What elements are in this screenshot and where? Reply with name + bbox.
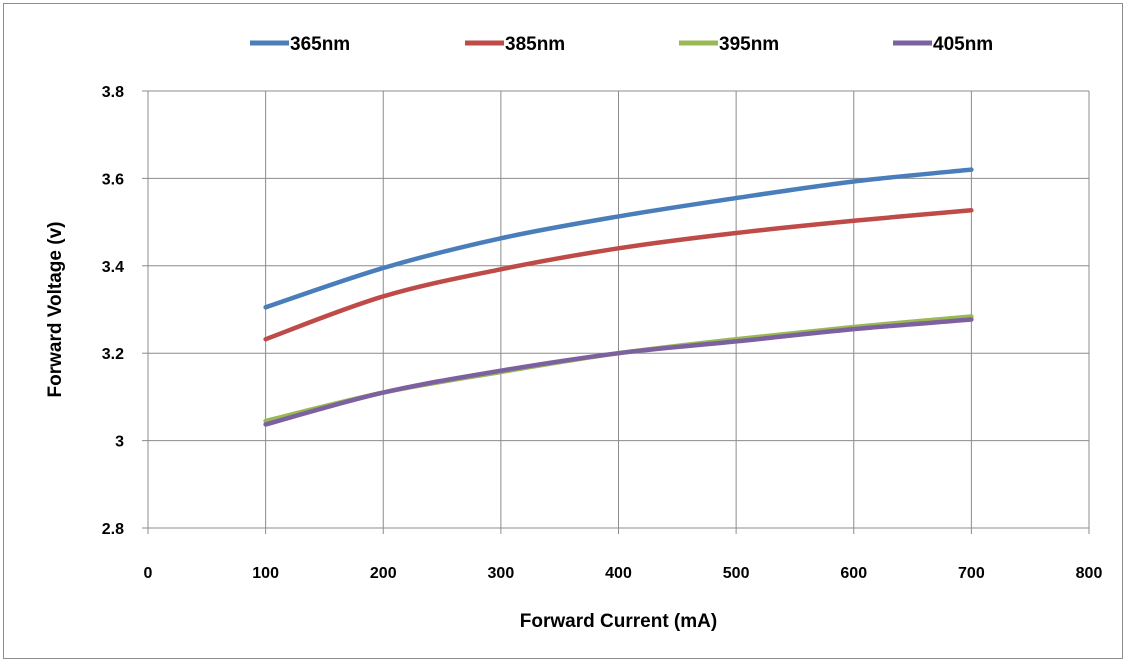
- x-tick-label: 300: [488, 565, 515, 582]
- series-line-405nm: [263, 317, 974, 427]
- y-tick-label: 3.4: [102, 259, 124, 276]
- y-tick-label: 3.8: [102, 84, 124, 101]
- x-tick-label: 400: [605, 565, 632, 582]
- grid-lines: [148, 90, 1090, 528]
- y-tick-label: 2.8: [102, 521, 124, 538]
- series-line-385nm: [263, 208, 974, 342]
- x-tick-label: 500: [723, 565, 750, 582]
- x-tick-label: 200: [370, 565, 397, 582]
- legend: 365nm 385nm 395nm 405nm: [250, 34, 993, 55]
- y-tick-labels: 2.8 3 3.2 3.4 3.6 3.8: [102, 84, 124, 538]
- legend-label-395nm: 395nm: [719, 34, 779, 55]
- x-tick-label: 600: [840, 565, 867, 582]
- legend-label-365nm: 365nm: [290, 34, 350, 55]
- x-tick-label: 100: [252, 565, 279, 582]
- legend-label-405nm: 405nm: [933, 34, 993, 55]
- y-tick-label: 3.2: [102, 346, 124, 363]
- x-tick-label: 800: [1076, 565, 1103, 582]
- x-tick-label: 700: [958, 565, 985, 582]
- series-lines: [263, 167, 974, 427]
- legend-label-385nm: 385nm: [505, 34, 565, 55]
- chart-frame: [3, 3, 1123, 659]
- y-tick-label: 3: [115, 434, 124, 451]
- x-tick-label: 0: [144, 565, 153, 582]
- axes: [142, 90, 1090, 534]
- x-tick-labels: 0 100 200 300 400 500 600 700 800: [144, 565, 1103, 582]
- series-line-365nm: [263, 167, 974, 310]
- x-axis-title: Forward Current (mA): [520, 611, 717, 632]
- y-axis-title: Forward Voltage (v): [45, 222, 66, 398]
- y-tick-label: 3.6: [102, 171, 124, 188]
